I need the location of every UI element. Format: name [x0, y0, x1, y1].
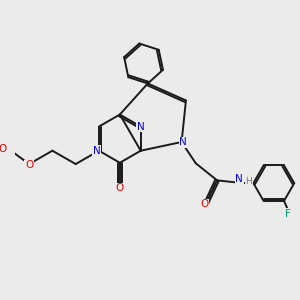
Text: H: H — [245, 177, 252, 186]
Text: N: N — [93, 146, 101, 156]
Text: O: O — [200, 200, 208, 209]
Text: F: F — [285, 208, 291, 218]
Text: O: O — [116, 183, 124, 193]
Text: O: O — [0, 144, 7, 154]
Text: N: N — [179, 137, 187, 147]
Text: N: N — [235, 174, 243, 184]
Text: O: O — [25, 160, 33, 170]
Text: N: N — [137, 122, 145, 132]
